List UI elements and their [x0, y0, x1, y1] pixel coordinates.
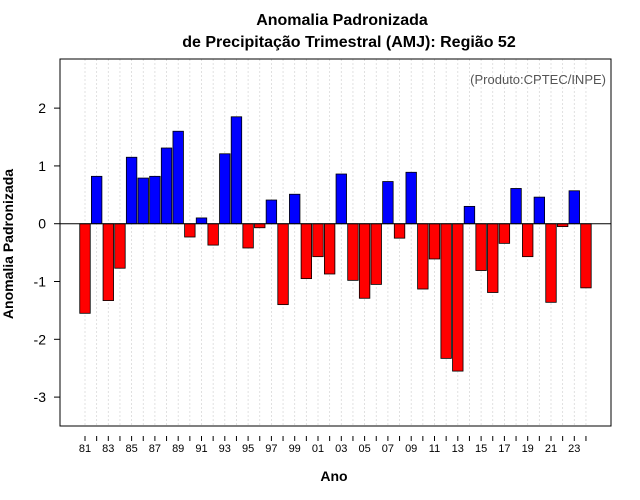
bar-96 — [254, 223, 266, 229]
bar-10 — [417, 223, 429, 290]
x-tick-label: 15 — [475, 443, 487, 455]
bar-85 — [125, 156, 138, 225]
plot-border — [59, 58, 612, 427]
x-tick-label: 07 — [382, 443, 394, 455]
x-tick-label: 21 — [545, 443, 557, 455]
x-tick-label: 99 — [289, 443, 301, 455]
bar-21 — [545, 223, 557, 303]
bar-93 — [219, 153, 231, 225]
x-tick-label: 05 — [358, 443, 370, 455]
y-tick-label: 2 — [38, 100, 46, 116]
bar-16 — [487, 223, 499, 293]
x-tick-label: 87 — [149, 443, 161, 455]
x-tick-label: 89 — [172, 443, 184, 455]
bar-97 — [265, 199, 278, 225]
y-tick-label: -1 — [34, 274, 47, 290]
bar-00 — [300, 223, 313, 280]
bar-12 — [440, 223, 452, 359]
y-tick-label: -3 — [34, 389, 47, 405]
bar-19 — [522, 223, 534, 258]
bar-17 — [498, 223, 511, 244]
y-axis: 2 1 0 -1 -2 -3 — [34, 100, 60, 405]
x-tick-label: 83 — [102, 443, 114, 455]
y-tick-label: 1 — [38, 158, 46, 174]
x-tick-label: 13 — [452, 443, 464, 455]
x-tick-label: 09 — [405, 443, 417, 455]
x-tick-label: 93 — [219, 443, 231, 455]
bar-84 — [114, 223, 126, 269]
bar-89 — [172, 130, 184, 225]
product-annotation: (Produto:CPTEC/INPE) — [470, 72, 606, 87]
x-axis: 81 83 85 87 89 91 93 95 97 99 01 03 05 07 09 11 13 15 17 19… — [79, 436, 587, 455]
bar-23 — [568, 190, 580, 225]
bars — [79, 116, 592, 372]
y-tick-label: -2 — [34, 331, 47, 347]
grid-lines — [84, 59, 587, 426]
bar-18 — [510, 188, 522, 225]
x-tick-label: 17 — [498, 443, 510, 455]
bar-83 — [102, 223, 114, 301]
bar-06 — [370, 223, 382, 285]
bar-82 — [91, 175, 103, 225]
bar-91 — [195, 217, 208, 225]
bar-07 — [382, 181, 394, 225]
bar-11 — [428, 223, 441, 260]
x-tick-label: 81 — [79, 443, 91, 455]
bar-99 — [289, 193, 301, 225]
x-tick-label: 19 — [522, 443, 534, 455]
bar-15 — [475, 223, 487, 271]
bar-88 — [160, 147, 173, 225]
y-axis-title: Anomalia Padronizada — [0, 169, 16, 319]
x-tick-label: 97 — [265, 443, 277, 455]
bar-01 — [312, 223, 324, 258]
x-tick-label: 85 — [125, 443, 137, 455]
x-tick-label: 03 — [335, 443, 347, 455]
x-tick-label: 01 — [312, 443, 324, 455]
chart-subtitle: de Precipitação Trimestral (AMJ): Região… — [182, 34, 516, 51]
x-axis-title: Ano — [320, 468, 347, 484]
bar-87 — [149, 175, 161, 225]
x-tick-label: 11 — [429, 443, 440, 455]
x-tick-label: 23 — [568, 443, 580, 455]
bar-24 — [580, 223, 592, 289]
x-tick-label: 95 — [242, 443, 254, 455]
bar-86 — [137, 177, 149, 225]
bar-14 — [463, 205, 476, 225]
bar-09 — [405, 171, 417, 225]
chart-title: Anomalia Padronizada — [256, 12, 428, 29]
y-tick-label: 0 — [38, 216, 46, 232]
bar-03 — [335, 173, 347, 225]
bar-94 — [230, 116, 243, 225]
bar-90 — [184, 223, 196, 238]
bar-13 — [452, 223, 464, 372]
bar-02 — [323, 223, 336, 275]
bar-95 — [242, 223, 254, 249]
bar-81 — [79, 223, 91, 314]
bar-98 — [277, 223, 289, 306]
x-tick-label: 91 — [195, 443, 207, 455]
bar-04 — [347, 223, 359, 281]
bar-05 — [358, 223, 371, 299]
bar-92 — [207, 223, 219, 246]
bar-20 — [533, 196, 545, 225]
bar-08 — [393, 223, 406, 239]
